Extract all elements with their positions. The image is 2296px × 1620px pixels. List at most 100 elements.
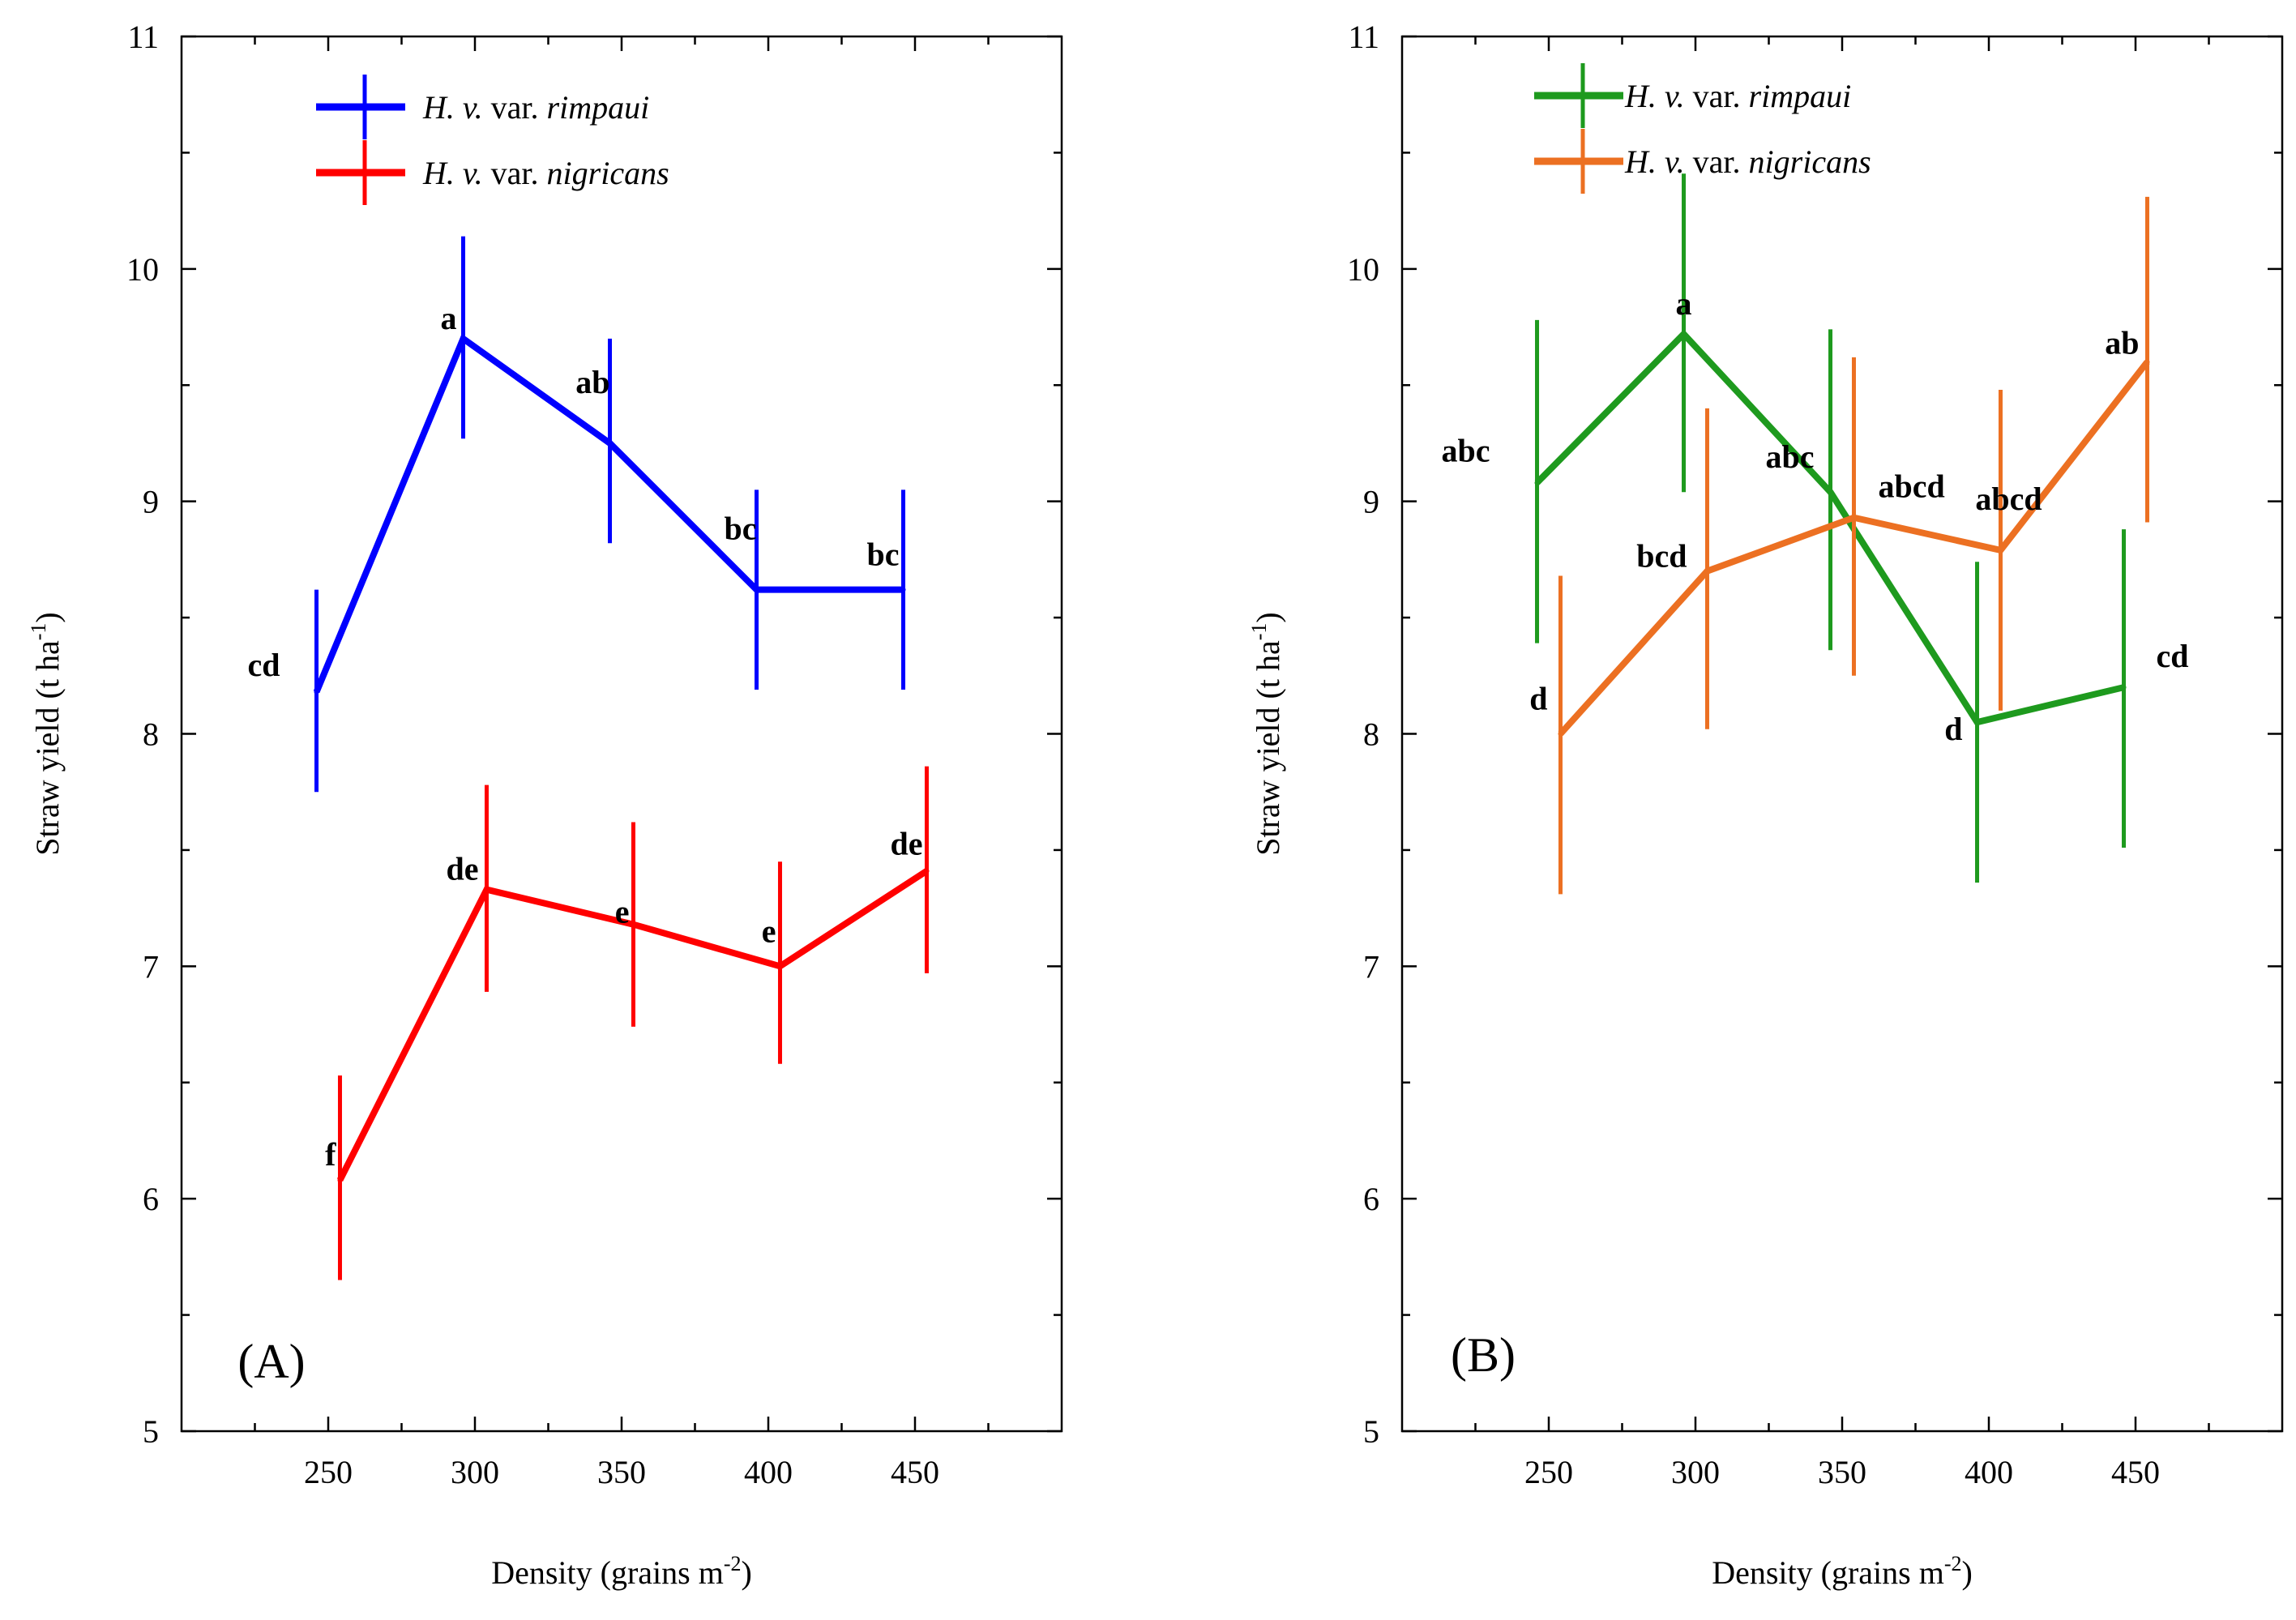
data-point	[1558, 731, 1563, 737]
y-axis-title-text: Straw yield (t ha	[1250, 640, 1286, 856]
data-point	[314, 689, 319, 695]
legend-label-genus: H. v.	[1624, 143, 1685, 180]
y-tick-label: 11	[127, 19, 159, 55]
legend-label-genus: H. v.	[1624, 78, 1685, 114]
panel-label: (A)	[237, 1335, 305, 1388]
panel-a: 5 6 7 8 9 10 11 250 300 350 400 450 Density (grains …	[27, 19, 1063, 1591]
data-point	[1704, 568, 1710, 574]
legend-label: H. v. var. rimpaui	[1624, 78, 1851, 114]
significance-label: abcd	[1975, 481, 2042, 517]
y-tick-label: 10	[1347, 251, 1379, 288]
legend-label-var: var.	[483, 89, 547, 126]
x-tick-label: 450	[2111, 1454, 2160, 1490]
data-point	[484, 887, 490, 892]
significance-label: cd	[2157, 638, 2189, 674]
x-tick-label: 300	[451, 1454, 499, 1490]
x-tick-label: 350	[597, 1454, 646, 1490]
significance-label: bc	[867, 536, 900, 573]
series-rimpaui: cd a ab bc bc	[248, 236, 906, 793]
data-point	[754, 587, 759, 592]
legend-label: H. v. var. rimpaui	[422, 89, 649, 126]
y-tick-label: 11	[1348, 19, 1379, 55]
y-tick-label: 10	[126, 251, 159, 288]
significance-label: de	[446, 851, 478, 887]
x-axis-title-sup: -2	[724, 1552, 742, 1575]
legend-label-var: var.	[483, 155, 547, 191]
x-axis-title-sup: -2	[1944, 1552, 1962, 1575]
y-axis-title-sup: -1	[1247, 623, 1271, 641]
y-tick-label: 6	[1363, 1181, 1379, 1217]
y-tick-label: 5	[143, 1413, 159, 1450]
data-point	[1828, 489, 1833, 495]
data-point	[1534, 480, 1540, 485]
x-axis-title: Density (grains m-2)	[1712, 1552, 1973, 1591]
x-axis-title-end: )	[1961, 1554, 1972, 1591]
x-axis-title-end: )	[741, 1554, 751, 1591]
x-axis-title: Density (grains m-2)	[491, 1552, 752, 1591]
y-tick-label: 9	[143, 484, 159, 520]
y-tick-label: 8	[1363, 716, 1379, 753]
x-tick-label: 450	[891, 1454, 939, 1490]
legend-label-name: rimpaui	[1749, 78, 1852, 114]
x-tick-label: 400	[1965, 1454, 2013, 1490]
plot-frame	[180, 35, 1063, 1433]
significance-label: ab	[575, 364, 609, 400]
legend-label-var: var.	[1685, 78, 1749, 114]
significance-label: abc	[1766, 438, 1815, 475]
data-point	[2144, 359, 2150, 365]
significance-label: bcd	[1636, 538, 1687, 575]
significance-label: f	[325, 1136, 336, 1173]
y-axis-title-text: Straw yield (t ha	[29, 640, 66, 856]
significance-label: a	[1676, 285, 1692, 322]
x-tick-label: 400	[744, 1454, 793, 1490]
significance-label: d	[1944, 711, 1962, 747]
data-point	[2121, 685, 2127, 690]
y-axis-title-end: )	[1250, 612, 1286, 622]
plot-frame	[1400, 35, 2284, 1433]
x-tick-label: 250	[304, 1454, 353, 1490]
y-axis-title-end: )	[29, 612, 66, 622]
y-tick-label: 8	[143, 716, 159, 753]
legend-label: H. v. var. nigricans	[1624, 143, 1871, 180]
legend-label-name: nigricans	[1749, 143, 1871, 180]
x-tick-label: 300	[1671, 1454, 1720, 1490]
y-tick-label: 9	[1363, 484, 1379, 520]
significance-label: ab	[2105, 325, 2139, 361]
y-tick-label: 5	[1363, 1413, 1379, 1450]
y-axis-title-sup: -1	[27, 623, 50, 641]
panel-label: (B)	[1451, 1328, 1516, 1382]
data-point	[337, 1178, 343, 1183]
significance-label: e	[762, 913, 776, 949]
series-nigricans: d bcd abcd abcd ab	[1529, 196, 2150, 895]
legend-label-name: rimpaui	[547, 89, 650, 126]
x-tick-label: 250	[1524, 1454, 1573, 1490]
significance-label: a	[441, 300, 457, 336]
panel-b: 5 6 7 8 9 10 11 250 300 350 400 450 Density (grains …	[1247, 19, 2284, 1591]
y-axis-title: Straw yield (t ha-1)	[1247, 612, 1286, 856]
legend-label: H. v. var. nigricans	[422, 155, 669, 191]
y-tick-label: 7	[1363, 948, 1379, 985]
x-axis-title-text: Density (grains m	[1712, 1554, 1944, 1591]
significance-label: bc	[725, 511, 757, 547]
legend-label-genus: H. v.	[422, 155, 483, 191]
significance-label: cd	[248, 647, 280, 683]
significance-label: abcd	[1878, 468, 1944, 505]
data-point	[1851, 515, 1857, 520]
legend-label-var: var.	[1685, 143, 1749, 180]
significance-label: de	[890, 826, 922, 862]
data-point	[924, 868, 930, 874]
significance-label: e	[615, 894, 630, 930]
data-point	[777, 964, 783, 969]
data-point	[1998, 547, 2003, 553]
y-axis-title: Straw yield (t ha-1)	[27, 612, 66, 856]
significance-label: abc	[1442, 433, 1490, 469]
data-point	[1681, 331, 1687, 337]
y-tick-label: 6	[143, 1181, 159, 1217]
data-point	[1974, 720, 1980, 725]
data-point	[460, 336, 466, 341]
legend-label-name: nigricans	[547, 155, 669, 191]
legend-label-genus: H. v.	[422, 89, 483, 126]
data-point	[900, 587, 906, 592]
series-nigricans: f de e e de	[325, 766, 930, 1280]
